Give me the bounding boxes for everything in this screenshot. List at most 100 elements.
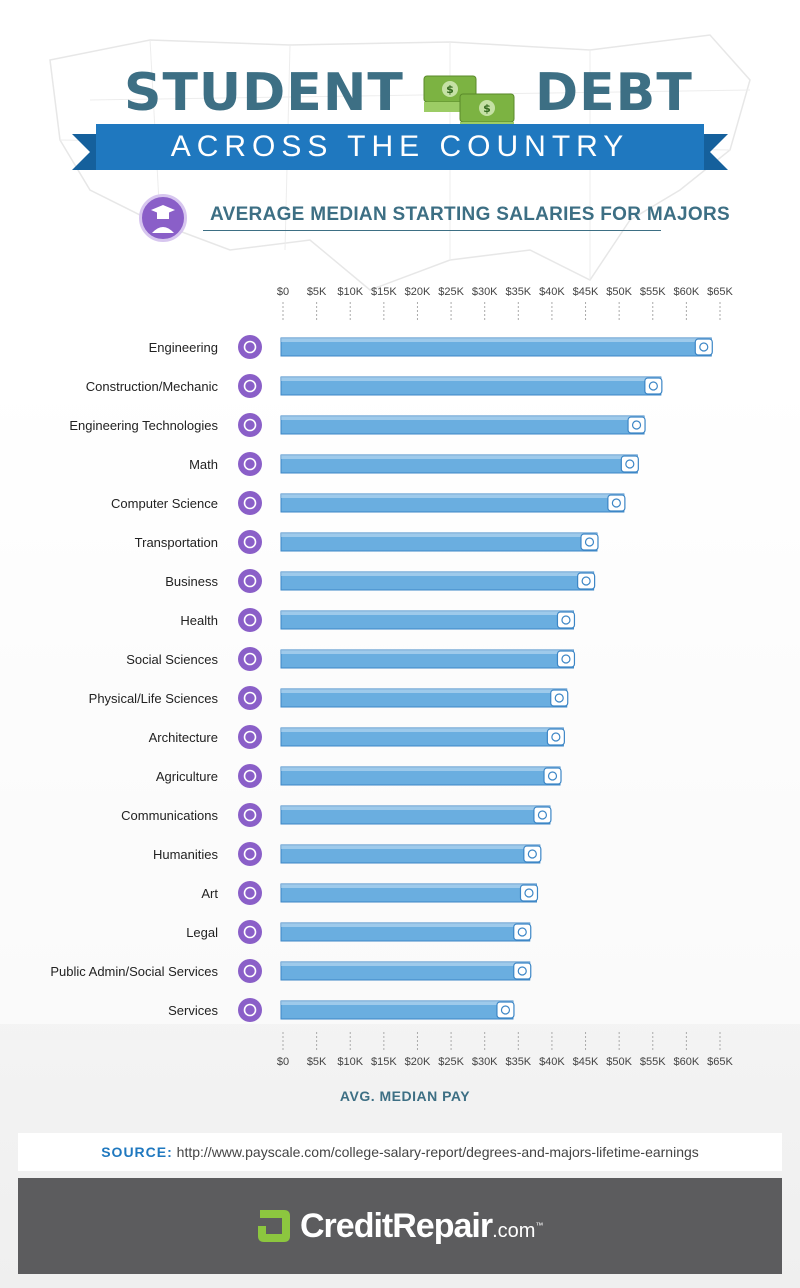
courthouse-icon [238, 959, 262, 983]
bar-end-icon [627, 416, 646, 434]
icon-glyph [243, 1003, 257, 1017]
category-label: Architecture [149, 730, 218, 745]
icon-glyph [243, 925, 257, 939]
category-label: Communications [121, 808, 218, 823]
icon-glyph [243, 847, 257, 861]
category-label: Public Admin/Social Services [50, 964, 218, 979]
bar-end-glyph [554, 693, 564, 703]
brand-suffix: .com [492, 1220, 536, 1242]
x-tick-label: $0 [277, 286, 289, 298]
bar-end-glyph [527, 849, 537, 859]
bar-end-icon [523, 845, 542, 863]
envelope-icon [238, 569, 262, 593]
x-tick-label: $15K [371, 1056, 397, 1068]
icon-glyph [243, 886, 257, 900]
bar-highlight [281, 767, 561, 771]
icon-glyph [243, 964, 257, 978]
creditrepair-logo-text[interactable]: CreditRepair.com™ [300, 1202, 543, 1255]
subtitle-underline [203, 230, 661, 231]
icon-glyph [243, 769, 257, 783]
bar-highlight [281, 416, 645, 420]
bar-end-glyph [561, 615, 571, 625]
bar-end-icon [543, 767, 562, 785]
icon-glyph [243, 535, 257, 549]
bar-end-icon [496, 1001, 515, 1019]
icon-glyph [243, 613, 257, 627]
bar-highlight [281, 728, 564, 732]
footer: CreditRepair.com™ [18, 1178, 782, 1274]
x-tick-label: $40K [539, 1056, 565, 1068]
bar-highlight [281, 689, 567, 693]
test-tube-icon [238, 686, 262, 710]
category-label: Health [180, 613, 218, 628]
category-label: Physical/Life Sciences [89, 691, 219, 706]
x-tick-label: $35K [505, 286, 531, 298]
bar-end-glyph [584, 537, 595, 547]
source-link[interactable]: http://www.payscale.com/college-salary-r… [176, 1144, 699, 1160]
icon-glyph [243, 691, 257, 705]
bar-end-glyph [625, 459, 635, 469]
bar-highlight [281, 572, 594, 576]
bar-end-glyph [500, 1005, 511, 1015]
title-student: STUDENT [124, 63, 404, 123]
bar-end-glyph [699, 342, 709, 352]
x-tick-label: $15K [371, 286, 397, 298]
x-tick-label: $55K [640, 286, 666, 298]
bar-highlight [281, 806, 550, 810]
x-tick-label: $0 [277, 1056, 289, 1068]
bar-end-glyph [551, 732, 561, 742]
bar-end-glyph [547, 771, 558, 781]
heart-icon [238, 608, 262, 632]
x-tick-label: $25K [438, 1056, 464, 1068]
x-tick-label: $10K [337, 1056, 363, 1068]
bar-end-icon [533, 806, 552, 824]
x-tick-label: $30K [472, 1056, 498, 1068]
category-label: Services [168, 1003, 218, 1018]
x-tick-label: $10K [337, 286, 363, 298]
icon-glyph [243, 340, 257, 354]
source-bar: SOURCE: http://www.payscale.com/college-… [18, 1133, 782, 1171]
x-tick-label: $55K [640, 1056, 666, 1068]
bar-highlight [281, 923, 530, 927]
bar-end-glyph [517, 927, 527, 937]
bar-end-icon [694, 338, 713, 356]
category-label: Transportation [135, 535, 218, 550]
bar-end-icon [556, 650, 576, 668]
icon-glyph [243, 418, 257, 432]
icon-glyph [243, 652, 257, 666]
brand-tm: ™ [535, 1221, 544, 1230]
ribbon-banner: ACROSS THE COUNTRY [72, 124, 728, 172]
bar-highlight [281, 455, 638, 459]
bar-end-icon [620, 455, 639, 473]
shopping-cart-icon [238, 998, 262, 1022]
brand-name: CreditRepair [300, 1207, 493, 1245]
category-label: Engineering Technologies [69, 418, 218, 433]
bar-end-glyph [611, 498, 621, 508]
bar-highlight [281, 494, 624, 498]
x-tick-label: $60K [674, 1056, 700, 1068]
category-label: Math [189, 457, 218, 472]
title: STUDENT $ $ DEBT [0, 62, 800, 132]
chart-subtitle: AVERAGE MEDIAN STARTING SALARIES FOR MAJ… [210, 204, 730, 225]
icon-glyph [243, 496, 257, 510]
icon-glyph [243, 457, 257, 471]
graduate-icon [139, 194, 187, 242]
category-label: Art [201, 886, 218, 901]
category-label: Humanities [153, 847, 219, 862]
x-tick-label: $40K [539, 286, 565, 298]
chat-bubble-icon [238, 803, 262, 827]
category-label: Computer Science [111, 496, 218, 511]
x-tick-label: $20K [405, 1056, 431, 1068]
building-icon [238, 725, 262, 749]
category-label: Engineering [149, 340, 218, 355]
bar-end-glyph [524, 888, 534, 898]
wheat-icon [238, 764, 262, 788]
bar-end-icon [577, 572, 596, 590]
bar-highlight [281, 338, 712, 342]
category-label: Business [165, 574, 218, 589]
bar-highlight [281, 962, 530, 966]
x-tick-label: $50K [606, 286, 632, 298]
icon-glyph [243, 808, 257, 822]
category-label: Agriculture [156, 769, 218, 784]
camera-icon [238, 335, 262, 359]
